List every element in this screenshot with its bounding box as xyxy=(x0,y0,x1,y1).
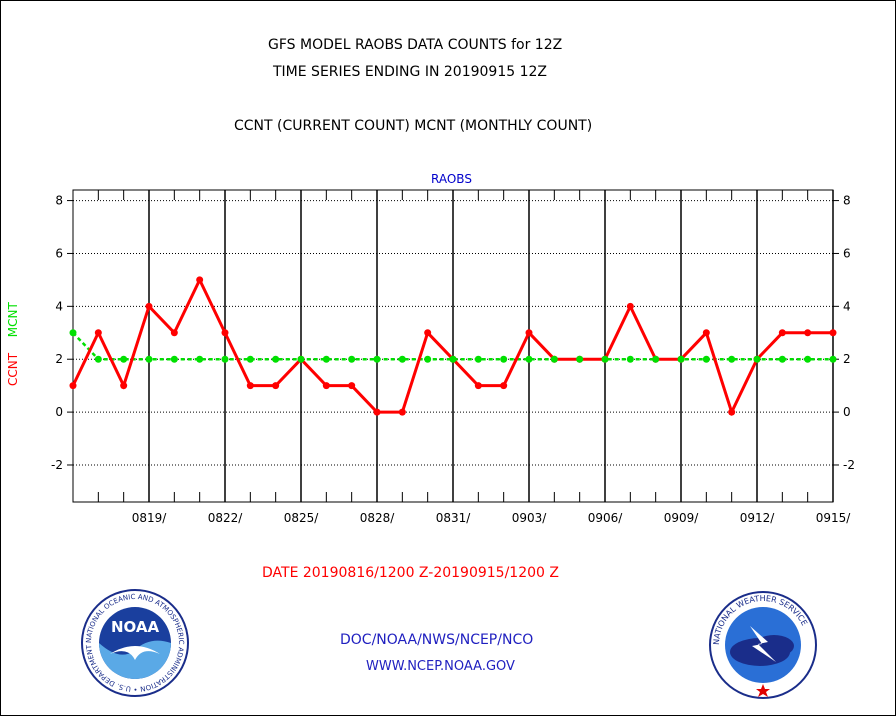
data-point-mcnt xyxy=(120,355,128,363)
data-point-ccnt xyxy=(525,329,533,337)
data-point-mcnt xyxy=(424,355,432,363)
data-point-ccnt xyxy=(120,382,128,390)
y-tick-label-left: 8 xyxy=(55,194,63,208)
y-tick-label-left: 6 xyxy=(55,246,63,260)
data-point-mcnt xyxy=(652,355,660,363)
y-tick-label-right: 0 xyxy=(843,405,851,419)
plot-title: RAOBS xyxy=(431,172,472,186)
data-point-mcnt xyxy=(297,355,305,363)
chart-title-line1: GFS MODEL RAOBS DATA COUNTS for 12Z xyxy=(268,37,563,53)
data-point-ccnt xyxy=(373,408,381,416)
y-tick-label-left: 4 xyxy=(55,299,63,313)
data-point-ccnt xyxy=(500,382,508,390)
data-point-mcnt xyxy=(246,355,254,363)
data-point-mcnt xyxy=(601,355,609,363)
x-tick-label: 0906/ xyxy=(588,511,624,525)
chart-title-line2: TIME SERIES ENDING IN 20190915 12Z xyxy=(273,64,547,80)
y-tick-label-right: 8 xyxy=(843,194,851,208)
data-point-ccnt xyxy=(322,382,330,390)
x-tick-label: 0915/ xyxy=(816,511,852,525)
y-tick-label-left: 2 xyxy=(55,352,63,366)
data-point-ccnt xyxy=(272,382,280,390)
x-tick-label: 0819/ xyxy=(132,511,168,525)
data-point-mcnt xyxy=(829,355,837,363)
data-point-mcnt xyxy=(804,355,812,363)
y-tick-label-right: -2 xyxy=(843,458,855,472)
data-point-mcnt xyxy=(373,355,381,363)
data-point-mcnt xyxy=(576,355,584,363)
data-point-mcnt xyxy=(170,355,178,363)
x-tick-label: 0831/ xyxy=(436,511,472,525)
data-point-mcnt xyxy=(322,355,330,363)
data-point-ccnt xyxy=(69,382,77,390)
x-tick-label: 0825/ xyxy=(284,511,320,525)
data-point-ccnt xyxy=(398,408,406,416)
org-label: DOC/NOAA/NWS/NCEP/NCO xyxy=(340,632,534,648)
data-point-ccnt xyxy=(474,382,482,390)
data-point-ccnt xyxy=(196,276,204,284)
noaa-logo-text: NOAA xyxy=(111,618,160,636)
data-point-mcnt xyxy=(626,355,634,363)
data-point-mcnt xyxy=(728,355,736,363)
data-point-mcnt xyxy=(702,355,710,363)
x-tick-label: 0903/ xyxy=(512,511,548,525)
url-link[interactable]: WWW.NCEP.NOAA.GOV xyxy=(366,659,515,674)
data-point-ccnt xyxy=(221,329,229,337)
data-point-mcnt xyxy=(272,355,280,363)
data-point-mcnt xyxy=(398,355,406,363)
y-tick-label-right: 6 xyxy=(843,246,851,260)
x-tick-label: 0828/ xyxy=(360,511,396,525)
data-point-mcnt xyxy=(94,355,102,363)
y-tick-label-right: 2 xyxy=(843,352,851,366)
y-tick-label-left: -2 xyxy=(51,458,63,472)
data-point-ccnt xyxy=(424,329,432,337)
data-point-ccnt xyxy=(804,329,812,337)
y-tick-label-left: 0 xyxy=(55,405,63,419)
data-point-ccnt xyxy=(626,302,634,310)
date-range-label: DATE 20190816/1200 Z-20190915/1200 Z xyxy=(262,565,559,581)
data-point-ccnt xyxy=(145,302,153,310)
x-tick-label: 0912/ xyxy=(740,511,776,525)
data-point-mcnt xyxy=(196,355,204,363)
x-tick-label: 0822/ xyxy=(208,511,244,525)
data-point-ccnt xyxy=(728,408,736,416)
data-point-mcnt xyxy=(778,355,786,363)
data-point-mcnt xyxy=(221,355,229,363)
data-point-mcnt xyxy=(500,355,508,363)
data-point-ccnt xyxy=(170,329,178,337)
data-point-ccnt xyxy=(348,382,356,390)
data-point-mcnt xyxy=(474,355,482,363)
data-point-mcnt xyxy=(753,355,761,363)
data-point-ccnt xyxy=(94,329,102,337)
data-point-mcnt xyxy=(550,355,558,363)
data-point-ccnt xyxy=(702,329,710,337)
data-point-mcnt xyxy=(145,355,153,363)
x-tick-label: 0909/ xyxy=(664,511,700,525)
data-point-mcnt xyxy=(677,355,685,363)
data-point-mcnt xyxy=(348,355,356,363)
noaa-logo: NOAA NATIONAL OCEANIC AND ATMOSPHERIC AD… xyxy=(80,588,189,697)
data-point-mcnt xyxy=(525,355,533,363)
chart-subtitle: CCNT (CURRENT COUNT) MCNT (MONTHLY COUNT… xyxy=(234,118,593,134)
data-point-ccnt xyxy=(778,329,786,337)
nws-logo: NATIONAL WEATHER SERVICE xyxy=(709,591,817,699)
data-point-mcnt xyxy=(69,329,77,337)
data-point-ccnt xyxy=(829,329,837,337)
data-point-ccnt xyxy=(246,382,254,390)
y-tick-label-right: 4 xyxy=(843,299,851,313)
data-point-mcnt xyxy=(449,355,457,363)
